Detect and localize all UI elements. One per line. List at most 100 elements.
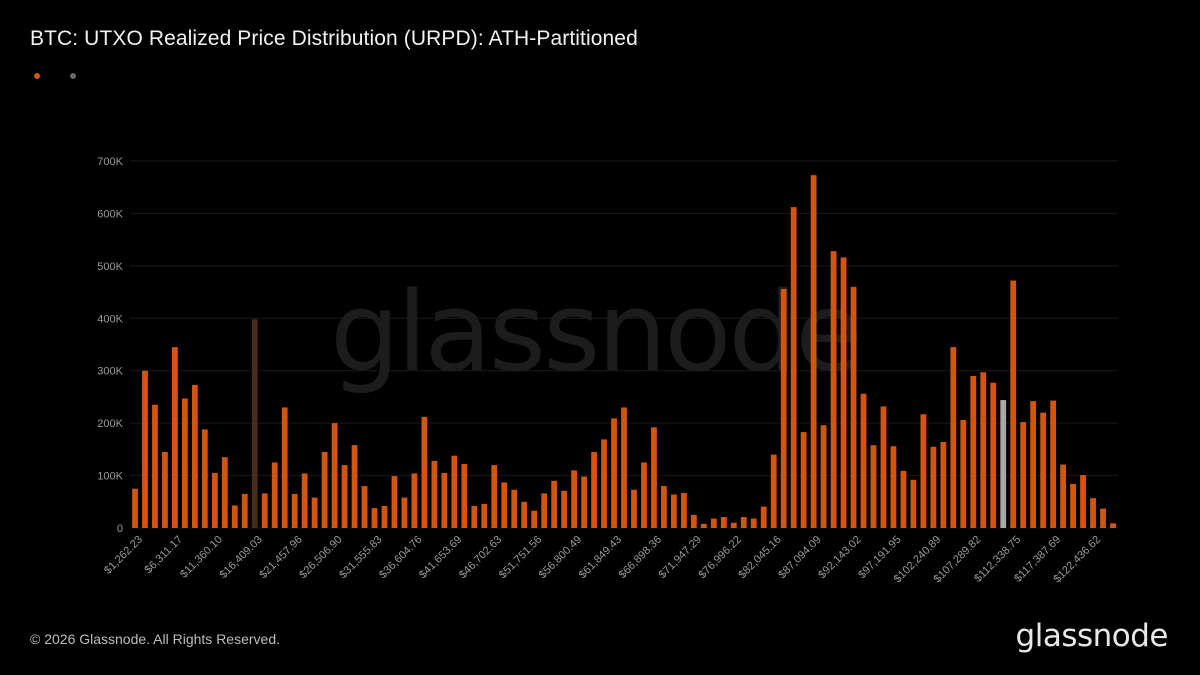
bar[interactable] xyxy=(361,486,368,528)
legend-item-price[interactable] xyxy=(70,73,76,79)
bar[interactable] xyxy=(251,319,258,528)
bar[interactable] xyxy=(261,493,268,528)
bar[interactable] xyxy=(441,472,448,528)
bar[interactable] xyxy=(561,490,568,528)
bar[interactable] xyxy=(291,493,298,528)
bar[interactable] xyxy=(1020,422,1027,528)
bar[interactable] xyxy=(281,407,288,528)
bar[interactable] xyxy=(601,439,607,528)
bar[interactable] xyxy=(421,416,428,528)
legend-item-supply[interactable] xyxy=(34,73,40,79)
bar[interactable] xyxy=(720,516,727,528)
bar[interactable] xyxy=(700,523,707,528)
bar[interactable] xyxy=(431,460,438,528)
bar[interactable] xyxy=(680,492,687,528)
bar[interactable] xyxy=(1050,400,1057,528)
bar[interactable] xyxy=(820,425,827,528)
bar[interactable] xyxy=(521,501,528,528)
bar[interactable] xyxy=(970,375,977,528)
bar[interactable] xyxy=(201,429,208,528)
bar[interactable] xyxy=(850,286,857,528)
bar[interactable] xyxy=(661,486,667,528)
bar[interactable] xyxy=(591,451,597,528)
bar[interactable] xyxy=(671,494,677,528)
bar[interactable] xyxy=(750,518,757,528)
bar[interactable] xyxy=(471,505,478,528)
bar[interactable] xyxy=(331,423,338,528)
bar[interactable] xyxy=(940,442,947,528)
bar[interactable] xyxy=(311,497,318,528)
bar[interactable] xyxy=(411,473,418,528)
bar[interactable] xyxy=(271,462,278,528)
bar[interactable] xyxy=(1090,498,1096,528)
bar[interactable] xyxy=(451,455,458,528)
bar[interactable] xyxy=(890,446,897,528)
bar[interactable] xyxy=(241,493,248,528)
bar[interactable] xyxy=(880,406,887,528)
bar[interactable] xyxy=(481,503,488,528)
bar[interactable] xyxy=(351,445,358,528)
bar[interactable] xyxy=(780,288,787,528)
bar[interactable] xyxy=(760,506,767,529)
bar[interactable] xyxy=(541,493,548,528)
bar[interactable] xyxy=(1060,464,1067,528)
bar[interactable] xyxy=(501,482,508,528)
bar[interactable] xyxy=(641,462,647,528)
bar[interactable] xyxy=(730,522,737,528)
bar[interactable] xyxy=(740,516,747,528)
bar[interactable] xyxy=(621,407,627,528)
bar[interactable] xyxy=(611,418,617,528)
bar[interactable] xyxy=(391,476,398,528)
bar[interactable] xyxy=(800,432,807,528)
bar[interactable] xyxy=(1040,412,1047,528)
bar[interactable] xyxy=(152,404,158,528)
bar[interactable] xyxy=(321,451,328,528)
bar[interactable] xyxy=(710,518,717,528)
bar[interactable] xyxy=(900,470,907,528)
bar[interactable] xyxy=(1110,523,1116,528)
bar[interactable] xyxy=(1100,508,1106,528)
bar[interactable] xyxy=(301,473,308,528)
bar[interactable] xyxy=(1030,401,1037,528)
bar[interactable] xyxy=(1000,400,1007,528)
bar[interactable] xyxy=(651,427,657,528)
bar[interactable] xyxy=(341,465,348,528)
bar[interactable] xyxy=(770,454,777,528)
bar[interactable] xyxy=(571,470,577,528)
bar[interactable] xyxy=(221,457,228,528)
bar[interactable] xyxy=(371,508,378,528)
bar[interactable] xyxy=(551,480,558,528)
bar[interactable] xyxy=(461,464,468,528)
bar[interactable] xyxy=(231,505,238,528)
bar[interactable] xyxy=(790,207,797,528)
bar[interactable] xyxy=(910,479,917,528)
bar[interactable] xyxy=(860,393,867,528)
bar[interactable] xyxy=(960,420,967,528)
bar[interactable] xyxy=(162,451,168,528)
bar[interactable] xyxy=(531,510,538,528)
bar[interactable] xyxy=(401,497,408,528)
bar[interactable] xyxy=(631,489,637,528)
bar[interactable] xyxy=(690,514,697,528)
bar[interactable] xyxy=(191,384,198,528)
bar[interactable] xyxy=(581,476,587,528)
bar[interactable] xyxy=(381,505,388,528)
bar[interactable] xyxy=(990,382,997,528)
bar[interactable] xyxy=(980,372,987,528)
bar[interactable] xyxy=(930,446,937,528)
bar[interactable] xyxy=(1010,280,1017,528)
bar[interactable] xyxy=(870,445,877,528)
bar[interactable] xyxy=(491,465,498,528)
bar[interactable] xyxy=(511,489,518,528)
bar[interactable] xyxy=(810,175,817,528)
bar[interactable] xyxy=(142,370,148,528)
glassnode-logo[interactable]: glassnode xyxy=(1015,618,1169,654)
bar[interactable] xyxy=(1080,475,1086,528)
bar[interactable] xyxy=(211,472,218,528)
bar[interactable] xyxy=(1070,483,1076,528)
bar[interactable] xyxy=(172,347,178,528)
bar[interactable] xyxy=(920,414,927,528)
bar[interactable] xyxy=(132,488,138,528)
bar[interactable] xyxy=(181,398,188,529)
bar[interactable] xyxy=(830,251,837,528)
